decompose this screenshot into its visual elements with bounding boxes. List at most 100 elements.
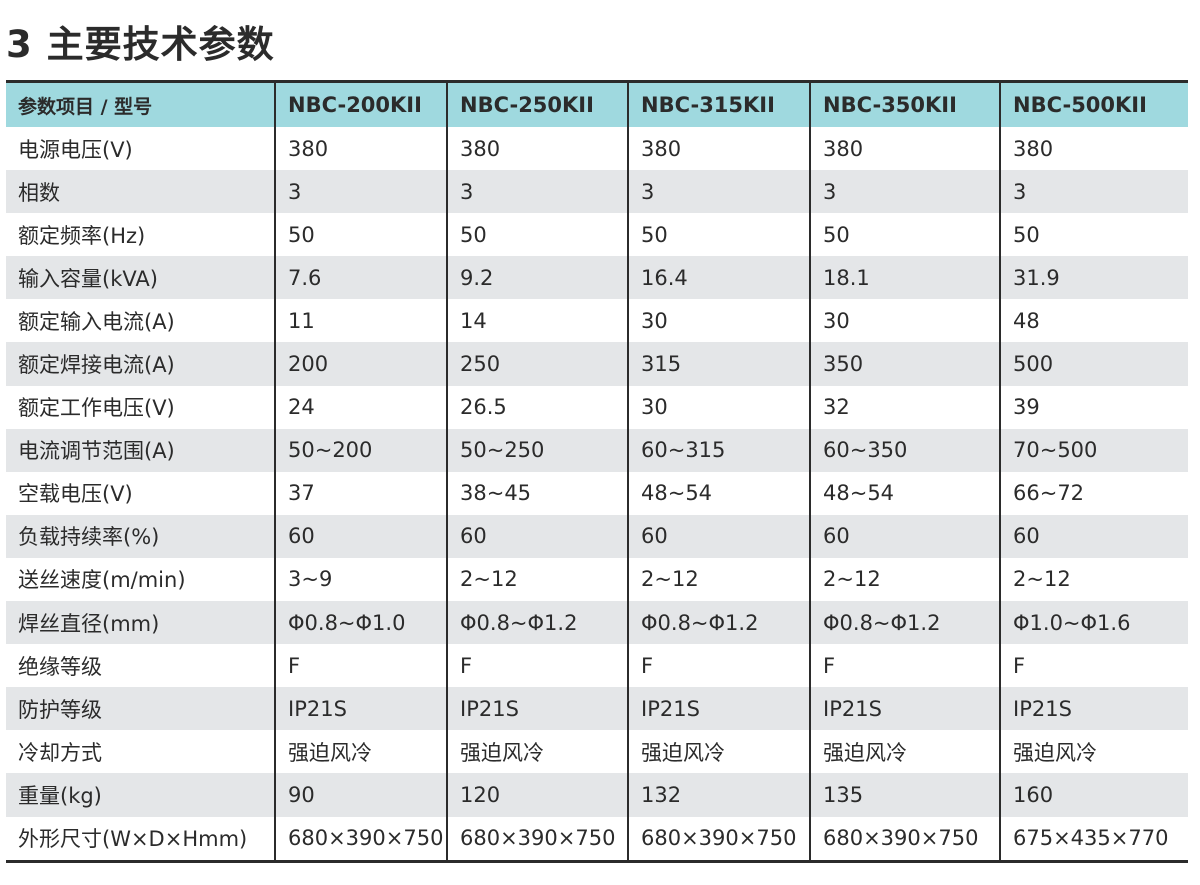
- table-header: 参数项目 / 型号 NBC-200KII NBC-250KII NBC-315KII N…: [6, 80, 1188, 127]
- row-label: 额定工作电压(V): [18, 396, 175, 421]
- table-row: 额定输入电流(A) 11 14 30 30 48: [6, 299, 1188, 343]
- cell-value: 3~9: [274, 557, 447, 602]
- cell-value: 50~250: [446, 428, 628, 472]
- row-label: 电流调节范围(A): [6, 428, 275, 472]
- cell-value: F: [274, 644, 447, 688]
- header-param-model: 参数项目 / 型号: [6, 80, 275, 127]
- cell-value: 3: [446, 170, 628, 214]
- cell-value: F: [627, 644, 810, 688]
- cell-value: 90: [274, 773, 447, 817]
- row-label: 额定输入电流(A): [18, 309, 175, 334]
- cell-value: 680×390×750: [627, 816, 810, 863]
- cell-value: 2~12: [999, 557, 1188, 602]
- cell-value: 680×390×750: [809, 816, 1000, 863]
- header-model-3: NBC-315KII: [627, 80, 810, 127]
- cell-value: 48~54: [627, 471, 810, 515]
- table-row: 负载持续率(%) 60 60 60 60 60: [6, 514, 1188, 558]
- cell-value: 3: [274, 170, 447, 214]
- cell-value: Φ0.8~Φ1.0: [274, 601, 447, 645]
- cell-value: 30: [627, 385, 810, 429]
- cell-value: Φ0.8~Φ1.2: [809, 601, 1000, 645]
- cell-value: 380: [627, 127, 810, 171]
- cell-value: 26.5: [446, 385, 628, 429]
- cell-value: 30: [809, 299, 1000, 343]
- cell-value: 60: [999, 514, 1188, 558]
- cell-value: 380: [999, 127, 1188, 171]
- cell-value: 9.2: [446, 256, 628, 300]
- cell-value: 50: [999, 213, 1188, 257]
- row-label: 负载持续率(%): [6, 514, 275, 558]
- cell-value: IP21S: [809, 687, 1000, 731]
- cell-value: IP21S: [999, 687, 1188, 731]
- cell-value: 500: [999, 342, 1188, 386]
- table-row: 电源电压(V) 380 380 380 380 380: [6, 127, 1188, 171]
- row-label: 输入容量(kVA): [6, 256, 275, 300]
- cell-value: F: [446, 644, 628, 688]
- table-row: 电流调节范围(A) 50~200 50~250 60~315 60~350 70~500: [6, 428, 1188, 472]
- cell-value: 120: [446, 773, 628, 817]
- cell-value: 2~12: [809, 557, 1000, 602]
- table-row: 额定工作电压(V) 24 26.5 30 32 39: [6, 385, 1188, 429]
- row-label: 空载电压(V): [18, 482, 133, 507]
- table-row: 外形尺寸(W×D×Hmm) 680×390×750 680×390×750 680×3…: [6, 816, 1188, 863]
- cell-value: IP21S: [274, 687, 447, 731]
- page-title: 3 主要技术参数: [6, 23, 275, 66]
- header-model-2: NBC-250KII: [446, 80, 628, 127]
- table-row: 送丝速度(m/min) 3~9 2~12 2~12 2~12 2~12: [6, 557, 1188, 602]
- row-label: 相数: [6, 170, 275, 214]
- cell-value: 50: [446, 213, 628, 257]
- cell-value: 18.1: [809, 256, 1000, 300]
- cell-value: 强迫风冷: [446, 730, 628, 774]
- row-label: 冷却方式: [18, 740, 102, 765]
- cell-value: 50~200: [274, 428, 447, 472]
- cell-value: 60: [446, 514, 628, 558]
- cell-value: 强迫风冷: [274, 730, 447, 774]
- cell-value: 66~72: [999, 471, 1188, 515]
- cell-value: 315: [627, 342, 810, 386]
- cell-value: 32: [809, 385, 1000, 429]
- table-row: 焊丝直径(mm) Φ0.8~Φ1.0 Φ0.8~Φ1.2 Φ0.8~Φ1.2 Φ0.8~…: [6, 601, 1188, 645]
- cell-value: 31.9: [999, 256, 1188, 300]
- table-row: 重量(kg) 90 120 132 135 160: [6, 773, 1188, 817]
- cell-value: 强迫风冷: [627, 730, 810, 774]
- cell-value: 60~350: [809, 428, 1000, 472]
- cell-value: 50: [809, 213, 1000, 257]
- cell-value: 强迫风冷: [999, 730, 1188, 774]
- table-row: 额定焊接电流(A) 200 250 315 350 500: [6, 342, 1188, 386]
- cell-value: 160: [999, 773, 1188, 817]
- cell-value: Φ0.8~Φ1.2: [627, 601, 810, 645]
- cell-value: 132: [627, 773, 810, 817]
- spec-table: 参数项目 / 型号 NBC-200KII NBC-250KII NBC-315KII N…: [6, 80, 1188, 863]
- cell-value: 380: [446, 127, 628, 171]
- cell-value: 50: [627, 213, 810, 257]
- cell-value: 强迫风冷: [809, 730, 1000, 774]
- header-model-4: NBC-350KII: [809, 80, 1000, 127]
- row-label: 焊丝直径(mm): [6, 601, 275, 645]
- row-label: 额定焊接电流(A): [6, 342, 275, 386]
- cell-value: 200: [274, 342, 447, 386]
- cell-value: 60: [274, 514, 447, 558]
- cell-value: 250: [446, 342, 628, 386]
- cell-value: 3: [809, 170, 1000, 214]
- cell-value: 680×390×750: [446, 816, 628, 863]
- cell-value: F: [999, 644, 1188, 688]
- cell-value: 39: [999, 385, 1188, 429]
- cell-value: 16.4: [627, 256, 810, 300]
- table-row: 额定频率(Hz) 50 50 50 50 50: [6, 213, 1188, 257]
- table-row: 冷却方式 强迫风冷 强迫风冷 强迫风冷 强迫风冷 强迫风冷: [6, 730, 1188, 774]
- cell-value: 24: [274, 385, 447, 429]
- cell-value: 675×435×770: [999, 816, 1188, 863]
- table-row: 绝缘等级 F F F F F: [6, 644, 1188, 688]
- cell-value: 70~500: [999, 428, 1188, 472]
- cell-value: 3: [999, 170, 1188, 214]
- table-row: 输入容量(kVA) 7.6 9.2 16.4 18.1 31.9: [6, 256, 1188, 300]
- table-row: 防护等级 IP21S IP21S IP21S IP21S IP21S: [6, 687, 1188, 731]
- cell-value: F: [809, 644, 1000, 688]
- cell-value: IP21S: [446, 687, 628, 731]
- cell-value: Φ1.0~Φ1.6: [999, 601, 1188, 645]
- table-body: 电源电压(V) 380 380 380 380 380 相数 3 3 3 3 3 额定频率(Hz) 50 5…: [6, 127, 1188, 863]
- cell-value: Φ0.8~Φ1.2: [446, 601, 628, 645]
- cell-value: 48: [999, 299, 1188, 343]
- cell-value: 60: [627, 514, 810, 558]
- header-model-1: NBC-200KII: [274, 80, 447, 127]
